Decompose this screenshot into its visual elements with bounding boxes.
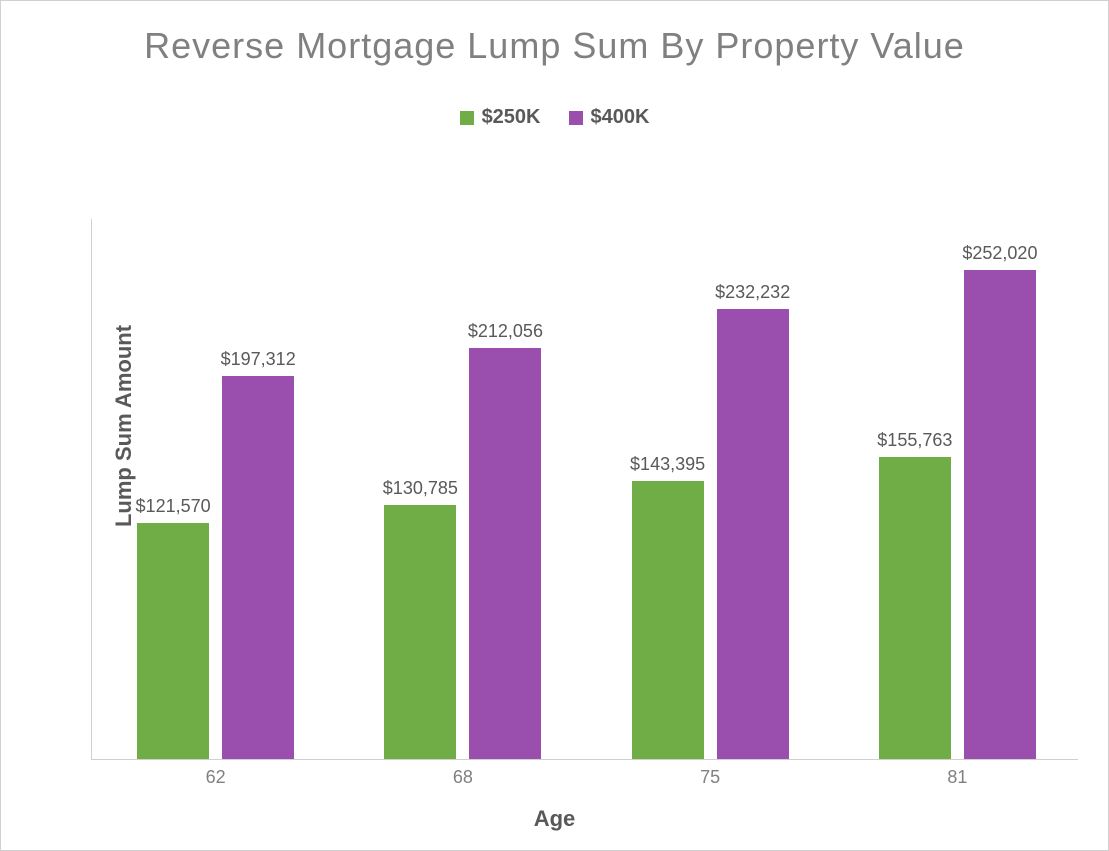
- bar-group: $143,395 $232,232: [633, 282, 787, 759]
- bar-wrap: $130,785: [383, 478, 458, 759]
- bar: [964, 270, 1036, 759]
- x-axis-label: Age: [534, 806, 576, 832]
- bar: [222, 376, 294, 759]
- legend-swatch-400k: [569, 111, 583, 125]
- bar-group: $121,570 $197,312: [139, 349, 293, 759]
- bar-value-label: $197,312: [221, 349, 296, 370]
- bar: [717, 309, 789, 759]
- bar: [879, 457, 951, 759]
- x-tick-label: 75: [700, 767, 720, 788]
- bar-wrap: $197,312: [221, 349, 296, 759]
- chart-title: Reverse Mortgage Lump Sum By Property Va…: [1, 1, 1108, 68]
- bar-wrap: $212,056: [468, 321, 543, 759]
- bar-value-label: $212,056: [468, 321, 543, 342]
- bar-value-label: $130,785: [383, 478, 458, 499]
- bar-group: $155,763 $252,020: [880, 243, 1034, 759]
- bar-wrap: $143,395: [630, 454, 705, 759]
- x-tick-label: 68: [453, 767, 473, 788]
- bar-value-label: $232,232: [715, 282, 790, 303]
- bar-wrap: $232,232: [715, 282, 790, 759]
- legend-item-250k: $250K: [460, 106, 541, 129]
- bar-wrap: $155,763: [877, 430, 952, 759]
- bar: [469, 348, 541, 759]
- bar-wrap: $252,020: [962, 243, 1037, 759]
- legend-swatch-250k: [460, 111, 474, 125]
- bar: [632, 481, 704, 759]
- bar: [384, 505, 456, 759]
- chart-container: Reverse Mortgage Lump Sum By Property Va…: [0, 0, 1109, 851]
- legend-label-250k: $250K: [482, 106, 541, 129]
- bar-value-label: $143,395: [630, 454, 705, 475]
- bar-value-label: $155,763: [877, 430, 952, 451]
- legend: $250K $400K: [1, 106, 1108, 129]
- bar-value-label: $252,020: [962, 243, 1037, 264]
- legend-label-400k: $400K: [591, 106, 650, 129]
- legend-item-400k: $400K: [569, 106, 650, 129]
- bar: [137, 523, 209, 759]
- bar-value-label: $121,570: [136, 496, 211, 517]
- bar-group: $130,785 $212,056: [386, 321, 540, 759]
- x-tick-label: 62: [206, 767, 226, 788]
- plot-area: $121,570$197,31262$130,785$212,05668$143…: [91, 219, 1078, 760]
- plot-wrapper: $121,570$197,31262$130,785$212,05668$143…: [91, 219, 1078, 760]
- bar-wrap: $121,570: [136, 496, 211, 759]
- x-tick-label: 81: [947, 767, 967, 788]
